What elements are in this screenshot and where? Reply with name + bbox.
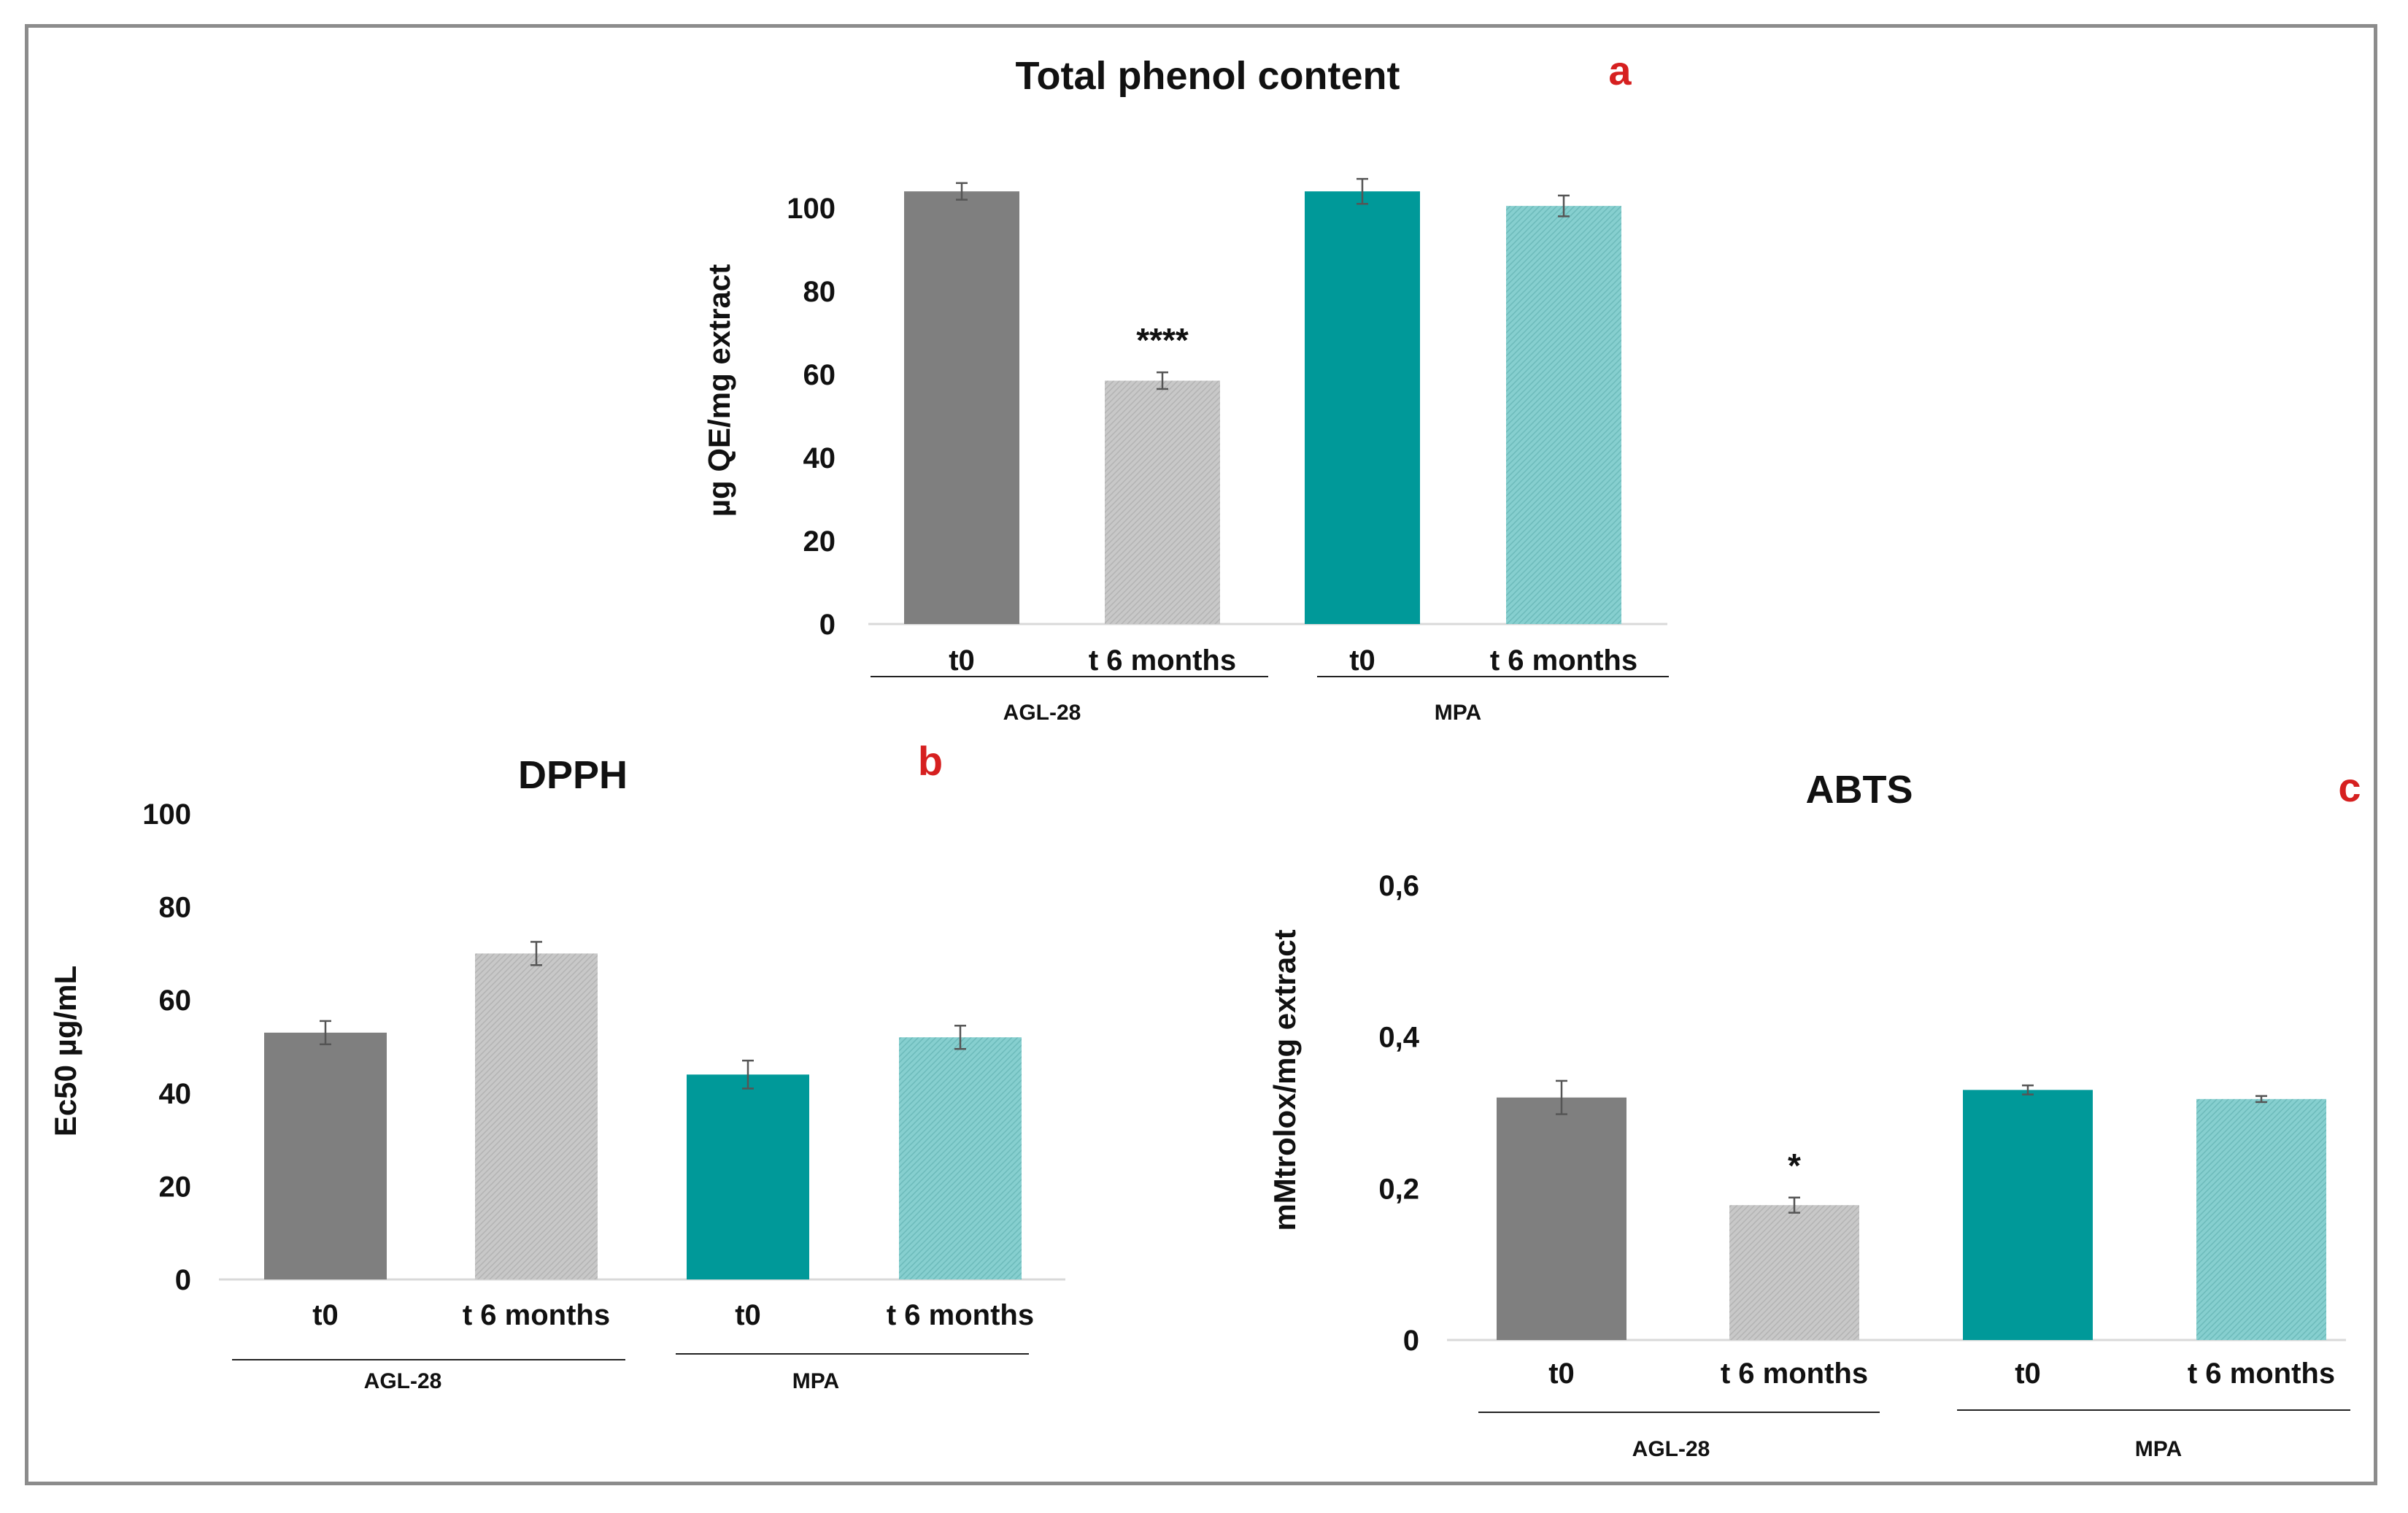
bar xyxy=(1729,1205,1859,1340)
bar xyxy=(2196,1098,2326,1340)
y-tick-label: 80 xyxy=(159,892,192,924)
category-label: t0 xyxy=(1548,1358,1575,1390)
y-tick-label: 40 xyxy=(159,1078,192,1110)
bar xyxy=(1105,380,1220,624)
panel-b-title: DPPH xyxy=(518,753,628,797)
bar xyxy=(1305,191,1420,624)
panel-c: ABTS c mMtrolox/mg extract 0 0,2 0,4 0,6 t0 *… xyxy=(1267,764,2361,1461)
panel-c-title: ABTS xyxy=(1806,768,1913,812)
panel-c-plot: 0 0,2 0,4 0,6 t0 * t 6 months t0 t 6 months AGL-2… xyxy=(1378,870,2350,1461)
y-tick-label: 0,4 xyxy=(1378,1022,1419,1054)
group-label: AGL-28 xyxy=(364,1369,442,1393)
y-tick-label: 20 xyxy=(159,1171,192,1203)
panel-a-plot: 0 20 40 60 80 100 t0 **** t 6 months t0 t 6 months… xyxy=(787,177,1669,725)
significance-mark: **** xyxy=(1136,321,1189,359)
y-tick-label: 100 xyxy=(142,798,191,831)
category-label: t 6 months xyxy=(2188,1358,2335,1390)
bar xyxy=(1963,1090,2093,1340)
panel-c-letter: c xyxy=(2338,764,2361,810)
bar xyxy=(1506,206,1621,624)
panel-a-ylabel: µg QE/mg extract xyxy=(702,264,736,517)
y-tick-label: 20 xyxy=(803,525,836,558)
y-tick-label: 60 xyxy=(159,985,192,1017)
panel-a-title: Total phenol content xyxy=(1016,54,1400,98)
group-label: MPA xyxy=(1435,701,1481,725)
y-tick-label: 0 xyxy=(819,609,836,641)
panel-a: Total phenol content a µg QE/mg extract … xyxy=(702,47,1669,725)
category-label: t0 xyxy=(949,644,975,677)
y-tick-label: 0 xyxy=(175,1264,191,1296)
category-label: t 6 months xyxy=(887,1299,1034,1331)
panel-c-ylabel: mMtrolox/mg extract xyxy=(1267,929,1302,1231)
y-tick-label: 40 xyxy=(803,442,836,474)
y-tick-label: 0,6 xyxy=(1378,870,1419,902)
category-label: t0 xyxy=(2015,1358,2041,1390)
y-tick-label: 0 xyxy=(1403,1325,1419,1357)
category-label: t0 xyxy=(1349,644,1375,677)
category-label: t 6 months xyxy=(1721,1358,1868,1390)
panel-b-letter: b xyxy=(918,738,943,784)
panel-b-plot: 0 20 40 60 80 100 t0 t 6 months t0 t 6 months AGL-… xyxy=(142,798,1065,1393)
group-label: MPA xyxy=(792,1369,839,1393)
group-label: MPA xyxy=(2135,1437,2182,1461)
category-label: t 6 months xyxy=(1089,644,1236,677)
y-tick-label: 100 xyxy=(787,193,836,225)
y-tick-label: 0,2 xyxy=(1378,1173,1419,1205)
group-label: AGL-28 xyxy=(1003,701,1081,725)
y-tick-label: 60 xyxy=(803,359,836,391)
category-label: t 6 months xyxy=(463,1299,610,1331)
category-label: t0 xyxy=(735,1299,761,1331)
bar xyxy=(264,1032,387,1279)
panel-a-letter: a xyxy=(1608,47,1632,93)
category-label: t0 xyxy=(312,1299,339,1331)
category-label: t 6 months xyxy=(1490,644,1637,677)
panel-b-ylabel: Ec50 µg/mL xyxy=(48,966,82,1136)
significance-mark: * xyxy=(1788,1147,1801,1185)
bar xyxy=(899,1037,1022,1279)
panel-b: DPPH b Ec50 µg/mL 0 20 40 60 80 100 t0 t 6 mont… xyxy=(48,738,1065,1393)
bar xyxy=(687,1074,809,1279)
y-tick-label: 80 xyxy=(803,276,836,308)
group-label: AGL-28 xyxy=(1632,1437,1710,1461)
bar xyxy=(1497,1097,1626,1340)
bar xyxy=(904,191,1019,624)
bar xyxy=(475,953,598,1279)
